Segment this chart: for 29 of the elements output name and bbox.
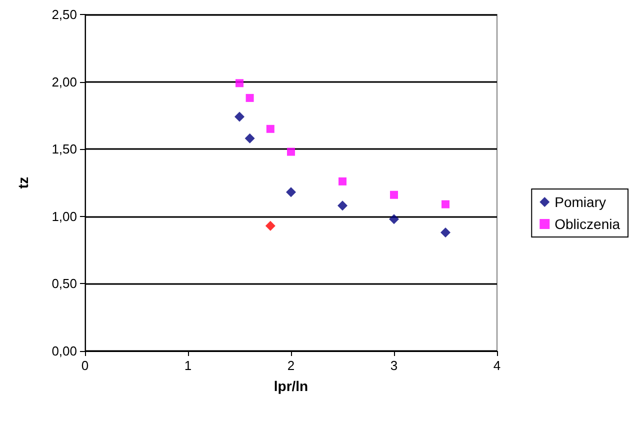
x-tick-label: 0 (81, 358, 89, 373)
y-tick-label: 2,00 (52, 74, 77, 90)
y-tick-label: 1,50 (52, 142, 77, 157)
y-tick-label: 2,50 (52, 7, 77, 22)
point (338, 200, 348, 211)
x-tick-label: 3 (390, 358, 398, 373)
point (338, 177, 346, 186)
point (287, 148, 295, 156)
legend-label: Obliczenia (554, 216, 620, 232)
point (246, 94, 254, 102)
x-tick-label: 4 (493, 358, 501, 373)
y-tick-label: 0,00 (52, 344, 77, 358)
point (236, 79, 244, 88)
point (389, 214, 399, 224)
point (440, 228, 450, 238)
point (244, 133, 255, 144)
point (390, 190, 398, 199)
point (234, 112, 244, 122)
point (266, 124, 274, 133)
point (286, 187, 296, 198)
point (265, 220, 276, 231)
point (442, 200, 450, 208)
x-axis-title: lpr/ln (274, 378, 308, 394)
x-tick-label: 1 (184, 358, 192, 373)
y-axis-title: tz (15, 176, 31, 189)
x-tick-label: 2 (287, 358, 295, 373)
y-tick-label: 1,00 (52, 208, 77, 224)
y-tick-label: 0,50 (52, 276, 77, 292)
legend-label: Pomiary (554, 194, 606, 210)
